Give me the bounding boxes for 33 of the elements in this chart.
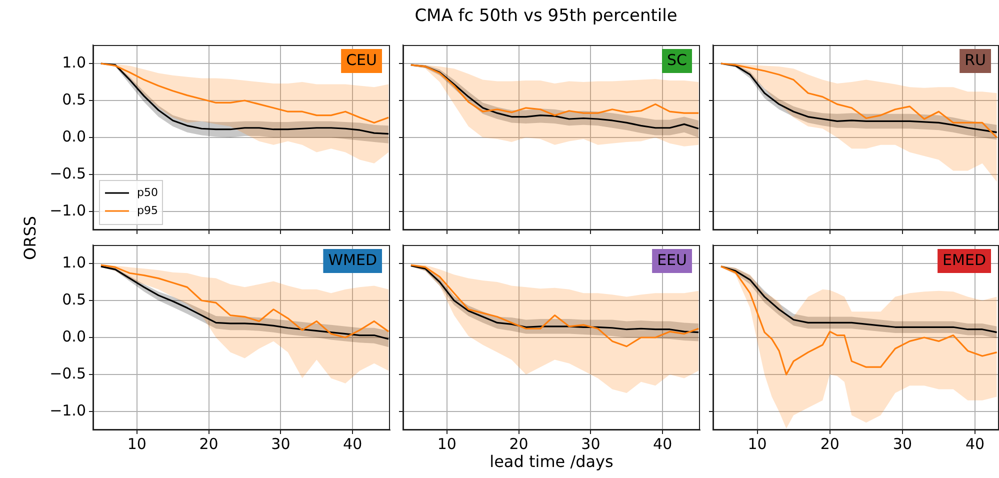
y-tick-label: 0.0 xyxy=(62,127,86,146)
x-axis-title: lead time /days xyxy=(490,452,614,471)
annotation: WMED xyxy=(328,250,378,269)
y-tick-label: −0.5 xyxy=(50,164,86,182)
x-tick-label: 20 xyxy=(509,434,528,453)
chart-title: CMA fc 50th vs 95th percentile xyxy=(414,6,678,26)
x-tick-label: 30 xyxy=(892,434,912,453)
x-tick-label: 10 xyxy=(127,434,146,453)
legend-label: p50 xyxy=(137,186,158,199)
legend-label: p95 xyxy=(137,204,158,217)
y-tick-label: 1.0 xyxy=(62,53,86,72)
y-tick-label: 0.0 xyxy=(62,327,86,346)
annotation: EEU xyxy=(657,250,688,269)
x-tick-label: 30 xyxy=(581,434,600,453)
y-tick-label: 1.0 xyxy=(62,253,86,272)
x-tick-label: 40 xyxy=(966,434,985,453)
y-tick-label: −1.0 xyxy=(50,201,86,220)
y-tick-label: −1.0 xyxy=(50,401,86,420)
y-tick-label: 0.5 xyxy=(62,90,86,108)
annotation: EMED xyxy=(942,250,986,269)
y-axis-title: ORSS xyxy=(20,216,40,260)
annotation: SC xyxy=(667,50,688,69)
x-tick-label: 20 xyxy=(820,434,840,453)
x-tick-label: 40 xyxy=(343,434,362,453)
annotation: RU xyxy=(964,50,986,69)
y-tick-label: −0.5 xyxy=(50,364,86,382)
y-tick-label: 0.5 xyxy=(62,290,86,308)
x-tick-label: 40 xyxy=(653,434,672,453)
x-tick-label: 30 xyxy=(271,434,290,453)
x-tick-label: 10 xyxy=(748,434,767,453)
annotation: CEU xyxy=(346,50,378,69)
x-tick-label: 20 xyxy=(199,434,218,453)
x-tick-label: 10 xyxy=(437,434,456,453)
